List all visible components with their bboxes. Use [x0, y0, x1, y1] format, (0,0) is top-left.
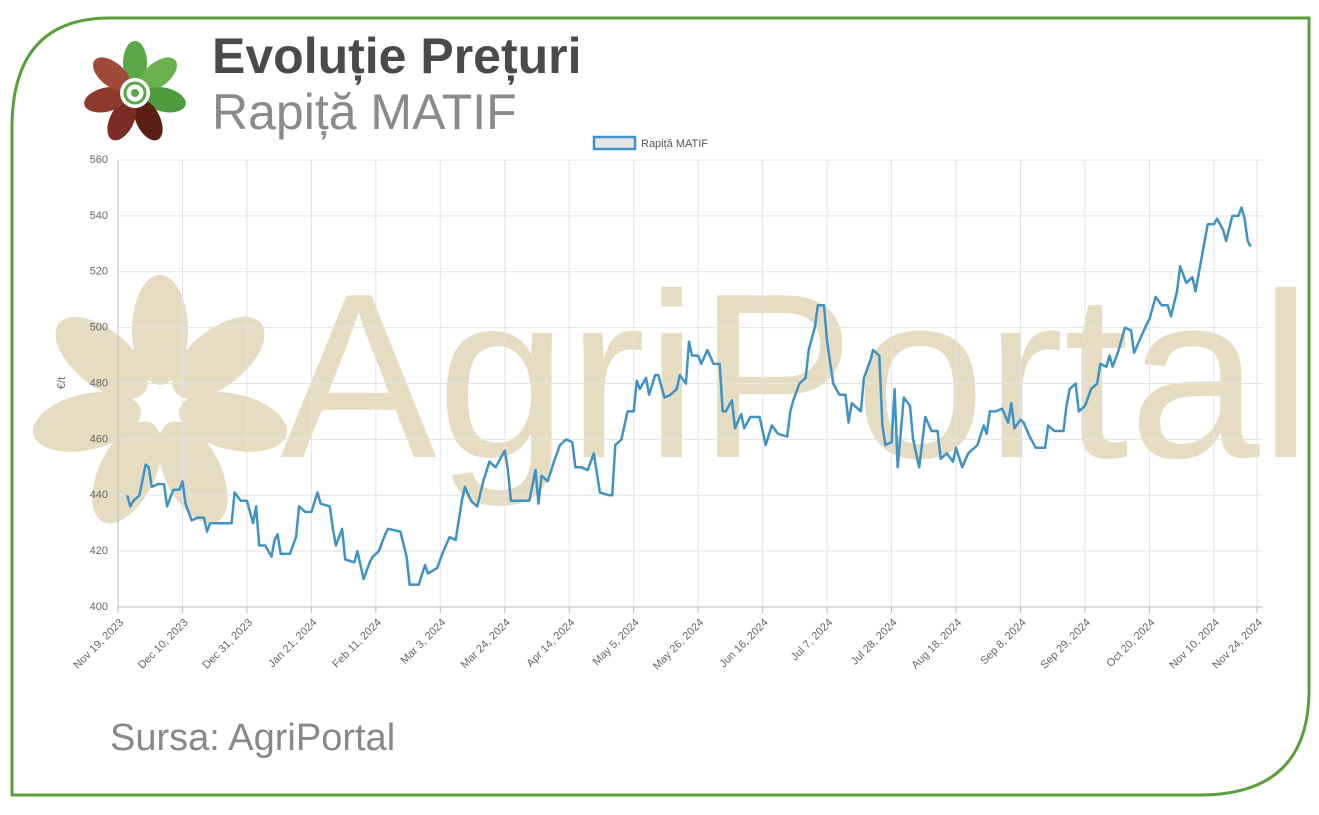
x-tick-label: Feb 11, 2024: [330, 617, 384, 671]
y-axis-label: €/t: [56, 377, 68, 389]
source: Sursa: AgriPortal: [110, 717, 395, 759]
x-tick-label: May 26, 2024: [651, 617, 707, 673]
y-tick-label: 440: [90, 489, 108, 501]
x-tick-label: Sep 29, 2024: [1038, 617, 1093, 672]
x-tick-label: Jul 7, 2024: [789, 617, 836, 664]
x-tick-label: Jun 16, 2024: [717, 617, 770, 670]
legend-swatch: [592, 135, 637, 151]
y-tick-label: 520: [90, 266, 108, 278]
frame: [10, 16, 1311, 797]
x-tick-label: Dec 31, 2023: [200, 617, 255, 672]
chart-title: Evoluție Prețuri: [212, 28, 582, 84]
x-tick-label: Sep 8, 2024: [978, 617, 1028, 667]
chart-subtitle: Rapiță MATIF: [212, 84, 517, 140]
x-tick-label: May 5, 2024: [591, 617, 642, 668]
x-tick-label: Jan 21, 2024: [266, 617, 319, 670]
x-tick-label: Nov 19, 2023: [71, 617, 126, 672]
x-tick-label: Aug 18, 2024: [909, 617, 964, 672]
x-tick-label: Jul 28, 2024: [849, 617, 900, 668]
watermark-flower: [32, 275, 288, 524]
y-tick-label: 460: [90, 433, 108, 445]
x-tick-label: Apr 14, 2024: [524, 617, 577, 670]
y-tick-label: 480: [90, 377, 108, 389]
x-tick-label: Dec 10, 2023: [136, 617, 191, 672]
y-tick-label: 500: [90, 322, 108, 334]
x-tick-label: Mar 3, 2024: [399, 617, 449, 667]
x-tick-label: Oct 20, 2024: [1105, 617, 1158, 670]
line: [125, 206, 1252, 586]
y-tick-label: 560: [90, 154, 108, 166]
logo: [84, 41, 186, 141]
x-tick-label: Mar 24, 2024: [459, 617, 513, 671]
y-tick-label: 400: [90, 601, 108, 613]
legend-label: Rapiță MATIF: [641, 138, 708, 150]
watermark: AgriPortal: [280, 244, 1312, 507]
y-tick-label: 420: [90, 545, 108, 557]
y-tick-label: 540: [90, 210, 108, 222]
